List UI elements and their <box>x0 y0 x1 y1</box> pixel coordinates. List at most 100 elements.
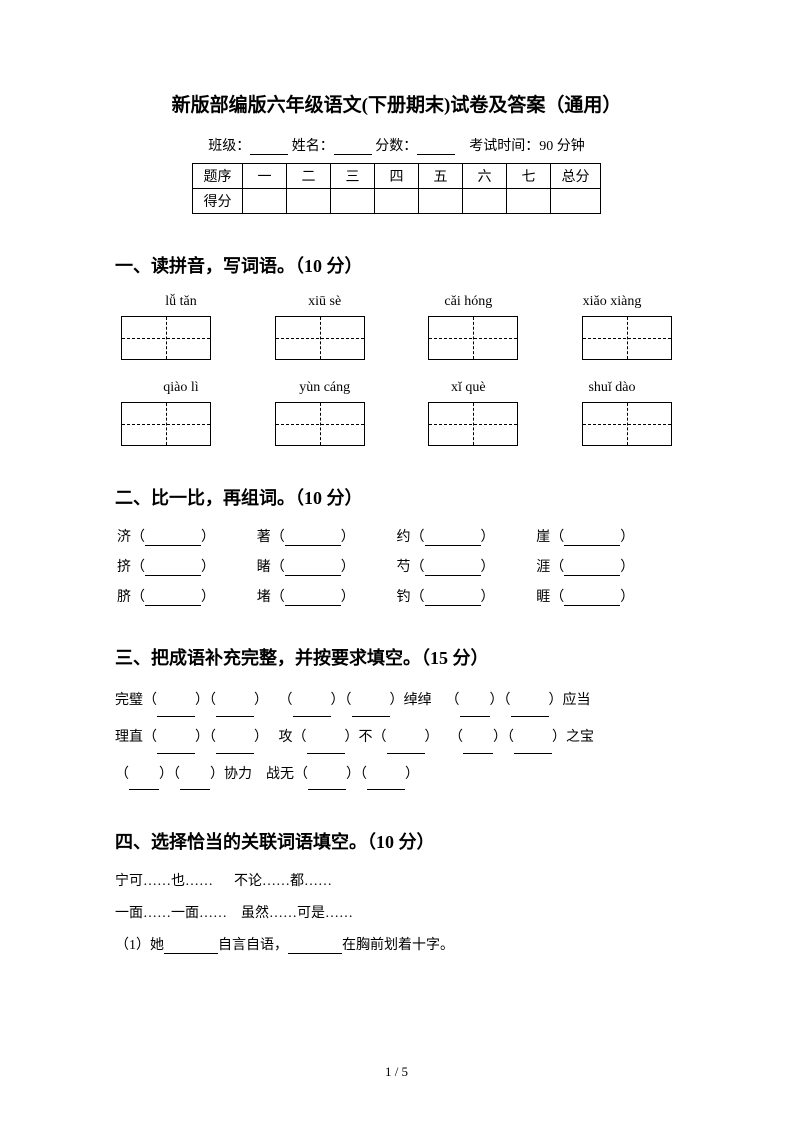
fill-blank[interactable] <box>145 562 201 576</box>
row-header-defen: 得分 <box>193 189 243 214</box>
q-text: 自言自语， <box>218 938 288 953</box>
char-box[interactable] <box>582 316 672 360</box>
pinyin-label: cǎi hóng <box>408 294 528 310</box>
fill-blank[interactable] <box>157 740 195 754</box>
section4-title: 四、选择恰当的关联词语填空。（10 分） <box>115 828 678 854</box>
row-header-tixu: 题序 <box>193 164 243 189</box>
fill-blank[interactable] <box>216 740 254 754</box>
conjunction-options-1: 宁可……也…… 不论……都…… <box>115 870 678 890</box>
char-box[interactable] <box>121 402 211 446</box>
fill-blank[interactable] <box>180 776 210 790</box>
fill-blank[interactable] <box>511 703 549 717</box>
pinyin-label: xiū sè <box>265 294 385 310</box>
fill-blank[interactable] <box>216 703 254 717</box>
char-box[interactable] <box>275 402 365 446</box>
idiom-text: 不 <box>359 730 373 745</box>
fill-blank[interactable] <box>564 562 620 576</box>
conj-option: 虽然……可是…… <box>241 906 353 921</box>
idiom-text: 理直 <box>115 730 143 745</box>
class-label: 班级： <box>208 139 250 154</box>
compare-grid: 济（） 著（） 约（） 崖（） 挤（） 睹（） 芍（） 涯（） 脐（） 堵（） … <box>115 526 678 606</box>
compare-row: 脐（） 堵（） 钓（） 睚（） <box>115 586 678 606</box>
section2-title: 二、比一比，再组词。（10 分） <box>115 484 678 510</box>
char-box[interactable] <box>428 402 518 446</box>
char-label: 著 <box>257 530 271 545</box>
fill-blank[interactable] <box>307 740 345 754</box>
col-2: 二 <box>287 164 331 189</box>
char-box[interactable] <box>121 316 211 360</box>
pinyin-label: yùn cáng <box>265 380 385 396</box>
fill-blank[interactable] <box>308 776 346 790</box>
score-cell[interactable] <box>551 189 601 214</box>
fill-blank[interactable] <box>463 740 493 754</box>
char-box-row-1 <box>115 316 678 360</box>
char-label: 涯 <box>536 560 550 575</box>
char-label: 堵 <box>257 590 271 605</box>
page-number: 1 / 5 <box>0 1064 793 1080</box>
fill-blank[interactable] <box>425 592 481 606</box>
score-cell[interactable] <box>507 189 551 214</box>
fill-blank[interactable] <box>293 703 331 717</box>
fill-blank[interactable] <box>352 703 390 717</box>
idiom-line-2: 理直（）（） 攻（）不（） （）（）之宝 <box>115 723 678 754</box>
fill-blank[interactable] <box>157 703 195 717</box>
section3-title: 三、把成语补充完整，并按要求填空。（15 分） <box>115 644 678 670</box>
fill-blank[interactable] <box>145 532 201 546</box>
fill-blank[interactable] <box>425 562 481 576</box>
fill-blank[interactable] <box>564 592 620 606</box>
idiom-text: 攻 <box>279 730 293 745</box>
col-6: 六 <box>463 164 507 189</box>
char-label: 脐 <box>117 590 131 605</box>
compare-row: 济（） 著（） 约（） 崖（） <box>115 526 678 546</box>
fill-blank[interactable] <box>564 532 620 546</box>
char-label: 崖 <box>536 530 550 545</box>
score-cell[interactable] <box>243 189 287 214</box>
idiom-text: 绰绰 <box>404 693 432 708</box>
fill-blank[interactable] <box>164 940 218 954</box>
char-label: 约 <box>397 530 411 545</box>
question-1: （1）她自言自语，在胸前划着十字。 <box>115 934 678 954</box>
score-cell[interactable] <box>463 189 507 214</box>
idiom-text: 完璧 <box>115 693 143 708</box>
fill-blank[interactable] <box>367 776 405 790</box>
char-box[interactable] <box>275 316 365 360</box>
idiom-text: 之宝 <box>566 730 594 745</box>
q-text: 在胸前划着十字。 <box>342 938 454 953</box>
fill-blank[interactable] <box>387 740 425 754</box>
fill-blank[interactable] <box>129 776 159 790</box>
score-cell[interactable] <box>287 189 331 214</box>
pinyin-label: qiào lì <box>121 380 241 396</box>
conj-option: 不论……都…… <box>234 874 332 889</box>
char-box-row-2 <box>115 402 678 446</box>
fill-blank[interactable] <box>285 592 341 606</box>
col-4: 四 <box>375 164 419 189</box>
fill-blank[interactable] <box>425 532 481 546</box>
score-cell[interactable] <box>331 189 375 214</box>
char-label: 济 <box>117 530 131 545</box>
char-box[interactable] <box>428 316 518 360</box>
col-5: 五 <box>419 164 463 189</box>
idiom-text: 协力 <box>224 767 252 782</box>
fill-blank[interactable] <box>514 740 552 754</box>
pinyin-label: shuǐ dào <box>552 380 672 396</box>
char-label: 芍 <box>397 560 411 575</box>
char-box[interactable] <box>582 402 672 446</box>
pinyin-label: xǐ què <box>408 380 528 396</box>
char-label: 睹 <box>257 560 271 575</box>
conj-option: 宁可……也…… <box>115 874 213 889</box>
class-blank[interactable] <box>250 141 288 155</box>
score-cell[interactable] <box>419 189 463 214</box>
fill-blank[interactable] <box>145 592 201 606</box>
idiom-line-1: 完璧（）（） （）（）绰绰 （）（）应当 <box>115 686 678 717</box>
char-label: 挤 <box>117 560 131 575</box>
score-blank[interactable] <box>417 141 455 155</box>
name-blank[interactable] <box>334 141 372 155</box>
fill-blank[interactable] <box>285 532 341 546</box>
student-info-line: 班级： 姓名： 分数： 考试时间：90 分钟 <box>115 135 678 155</box>
score-cell[interactable] <box>375 189 419 214</box>
fill-blank[interactable] <box>288 940 342 954</box>
fill-blank[interactable] <box>285 562 341 576</box>
pinyin-label: lǚ tǎn <box>121 294 241 310</box>
char-label: 睚 <box>536 590 550 605</box>
fill-blank[interactable] <box>460 703 490 717</box>
